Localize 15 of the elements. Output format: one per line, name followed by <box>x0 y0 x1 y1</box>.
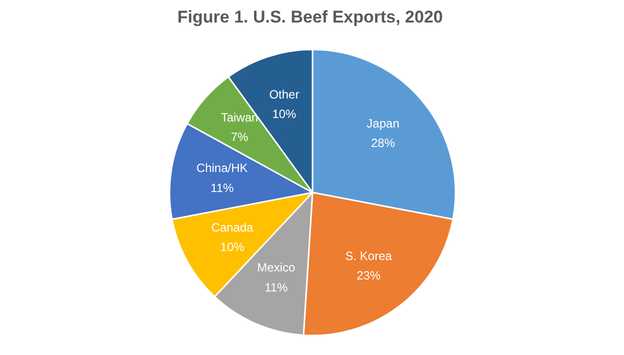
data-label: 7% <box>230 130 249 144</box>
data-label: 28% <box>371 136 396 150</box>
slice-label: S. Korea <box>345 248 392 263</box>
slice-label: Japan <box>366 116 400 131</box>
data-label: 11% <box>210 180 234 195</box>
chart-title: Figure 1. U.S. Beef Exports, 2020 <box>177 8 443 26</box>
slice-label: Taiwan <box>220 110 258 125</box>
slice-label: Mexico <box>257 260 296 275</box>
data-label: 10% <box>272 107 297 122</box>
slice-label: Canada <box>211 220 254 234</box>
data-label: 11% <box>264 280 288 294</box>
slice-label: Other <box>269 88 300 102</box>
data-label: 23% <box>356 268 381 283</box>
data-label: 10% <box>220 240 245 254</box>
slice-label: China/HK <box>196 161 248 176</box>
